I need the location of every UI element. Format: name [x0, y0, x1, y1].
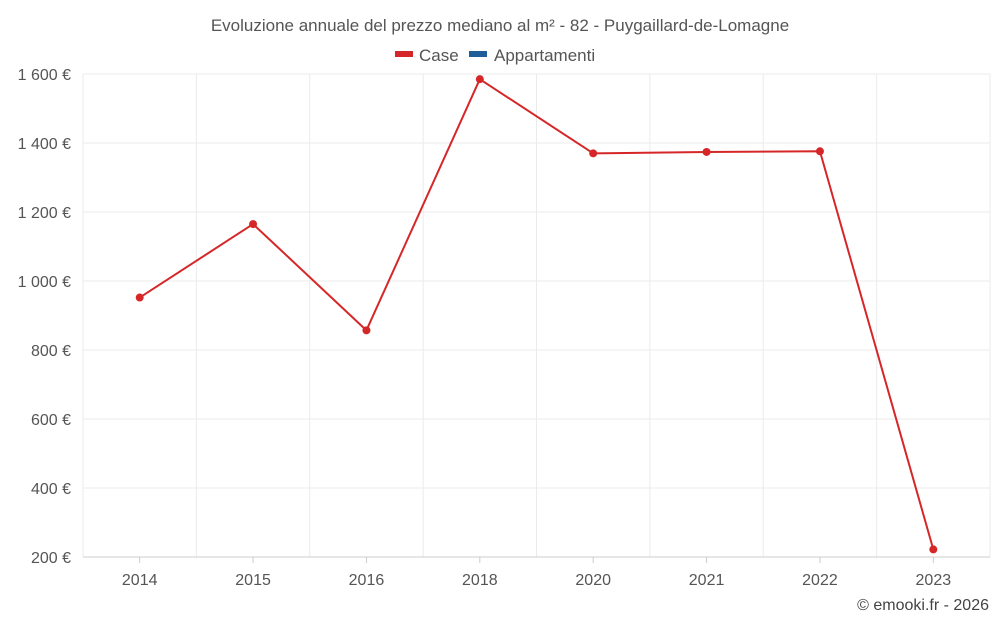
y-tick-label: 400 €: [31, 481, 71, 498]
data-point-case[interactable]: [702, 147, 711, 156]
y-tick-label: 800 €: [31, 343, 71, 360]
x-tick-label: 2015: [235, 572, 271, 589]
legend-swatch-appartamenti: [469, 51, 487, 57]
legend-label-case: Case: [419, 46, 459, 65]
data-point-case[interactable]: [135, 293, 144, 302]
data-point-case[interactable]: [929, 545, 938, 554]
legend-item-appartamenti[interactable]: Appartamenti: [469, 46, 595, 65]
y-tick-label: 1 600 €: [18, 67, 71, 84]
x-tick-label: 2016: [349, 572, 385, 589]
data-point-case[interactable]: [589, 149, 598, 158]
y-tick-label: 1 000 €: [18, 274, 71, 291]
chart-title: Evoluzione annuale del prezzo mediano al…: [211, 16, 789, 35]
legend-label-appartamenti: Appartamenti: [494, 46, 595, 65]
series-case: [135, 75, 938, 554]
x-tick-labels: 2014 2015 2016 2018 2020 2021 2022 2023: [122, 557, 951, 589]
data-point-case[interactable]: [815, 147, 824, 156]
data-point-case[interactable]: [475, 75, 484, 84]
y-tick-label: 1 400 €: [18, 136, 71, 153]
grid: [82, 73, 991, 557]
data-point-case[interactable]: [249, 220, 258, 229]
legend-swatch-case: [395, 51, 413, 57]
y-tick-label: 200 €: [31, 550, 71, 567]
credit-text: © emooki.fr - 2026: [857, 597, 989, 614]
x-tick-label: 2022: [802, 572, 838, 589]
x-tick-label: 2018: [462, 572, 498, 589]
y-tick-label: 1 200 €: [18, 205, 71, 222]
data-point-case[interactable]: [362, 326, 371, 335]
x-tick-label: 2014: [122, 572, 158, 589]
series-line-case: [139, 78, 935, 550]
x-tick-label: 2020: [575, 572, 611, 589]
legend-item-case[interactable]: Case: [395, 46, 459, 65]
legend: Case Appartamenti: [395, 46, 595, 65]
x-tick-label: 2021: [689, 572, 725, 589]
y-tick-label: 600 €: [31, 412, 71, 429]
y-tick-labels: 200 € 400 € 600 € 800 € 1 000 € 1 200 € 1 400 …: [18, 67, 71, 567]
x-tick-label: 2023: [916, 572, 952, 589]
